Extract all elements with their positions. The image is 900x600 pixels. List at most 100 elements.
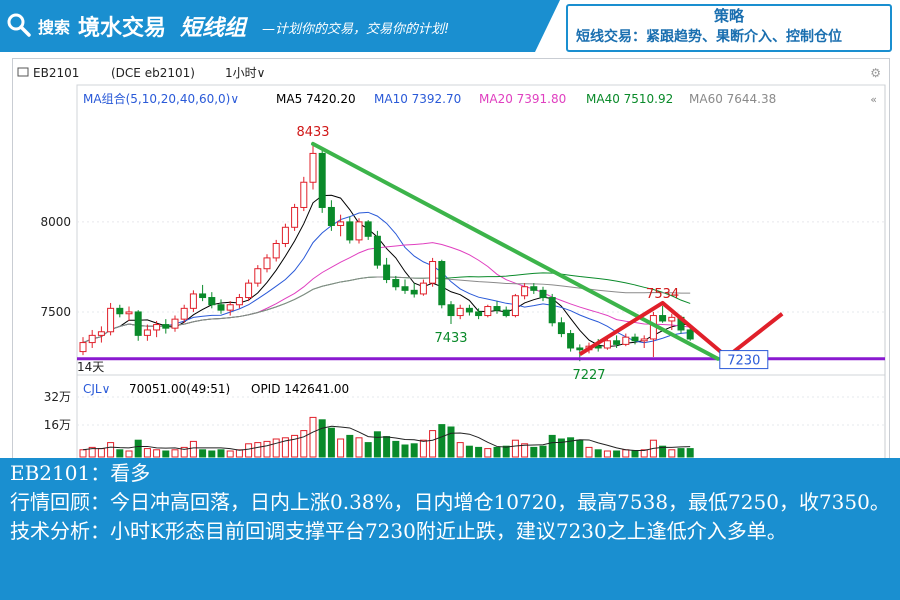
candle-body <box>254 268 262 284</box>
volume-bar <box>116 449 124 458</box>
ma60-legend: MA60 7644.38 <box>689 92 776 106</box>
volume-bar <box>677 448 685 458</box>
volume-bar <box>622 449 630 458</box>
candle-body <box>686 329 694 340</box>
candle-body <box>613 340 621 345</box>
volume-bar <box>291 434 299 458</box>
volume-bar <box>548 434 556 458</box>
volume-bar <box>392 440 400 458</box>
volume-bar <box>613 450 621 458</box>
volume-ma-line <box>82 425 691 452</box>
header-bar: 搜索 境水交易 短线组 —计划你的交易，交易你的计划! 策略 短线交易：紧跟趋势… <box>0 0 900 52</box>
candle-body <box>337 221 345 226</box>
ma20-legend: MA20 7391.80 <box>479 92 566 106</box>
volume-tick-label: 32万 <box>44 390 71 404</box>
volume-bar <box>603 450 611 458</box>
volume-panel <box>76 374 886 459</box>
ma10-legend: MA10 7392.70 <box>374 92 461 106</box>
candle-body <box>447 304 455 317</box>
candle-body <box>180 307 188 320</box>
volume-bar <box>337 438 345 458</box>
candle-body <box>383 264 391 281</box>
candle-body <box>346 221 354 241</box>
candlestick-chart: EB2101 (DCE eb2101) 1小时∨ ⚙ MA组合(5,10,20,… <box>17 66 886 459</box>
volume-bar <box>640 449 648 458</box>
volume-bar <box>281 437 289 458</box>
volume-bar <box>401 444 409 458</box>
volume-bar <box>383 436 391 458</box>
candle-body <box>235 297 243 306</box>
brand-slogan: —计划你的交易，交易你的计划! <box>262 22 450 37</box>
volume-bar <box>226 450 234 458</box>
volume-bar <box>107 442 115 458</box>
search-logo-icon <box>7 13 31 37</box>
candle-body <box>116 307 124 315</box>
volume-bar <box>143 448 151 458</box>
volume-bar <box>419 439 427 458</box>
candle-body <box>373 235 381 266</box>
volume-bar <box>493 446 501 458</box>
candle-body <box>622 336 630 345</box>
volume-bar <box>153 449 161 458</box>
candle-body <box>511 295 519 317</box>
symbol-label: EB2101 <box>33 66 79 80</box>
volume-bar <box>539 445 547 458</box>
candle-body <box>429 261 437 284</box>
volume-bar <box>502 445 510 458</box>
market-review: 行情回顾：今日冲高回落，日内上涨0.38%，日内增仓10720，最高7538，最… <box>10 490 890 514</box>
brand-team-name: 短线组 <box>180 15 247 41</box>
strategy-box: 策略 短线交易：紧跟趋势、果断介入、控制仓位 <box>566 4 892 52</box>
candle-body <box>217 304 225 311</box>
analysis-title: EB2101：看多 <box>10 461 151 485</box>
volume-bar <box>438 424 446 458</box>
ma5-legend: MA5 7420.20 <box>276 92 356 106</box>
brand-banner <box>0 0 560 52</box>
volume-bar <box>217 449 225 458</box>
analysis-box: EB2101：看多 行情回顾：今日冲高回落，日内上涨0.38%，日内增仓1072… <box>0 458 900 600</box>
candle-body <box>125 311 133 315</box>
volume-bar <box>245 443 253 458</box>
candle-body <box>521 286 529 297</box>
volume-bar <box>235 449 243 458</box>
volume-bar <box>180 446 188 458</box>
candle-body <box>548 297 556 324</box>
ma-group-selector[interactable]: MA组合(5,10,20,40,60,0)∨ <box>83 91 239 106</box>
price-panel <box>76 84 886 376</box>
candle-body <box>401 286 409 291</box>
volume-bar <box>373 431 381 458</box>
candle-body <box>392 279 400 288</box>
legend-expand-icon[interactable]: « <box>870 93 877 106</box>
volume-bar <box>318 419 326 458</box>
volume-bar <box>530 446 538 458</box>
candle-body <box>576 347 584 351</box>
candle-body <box>281 226 289 244</box>
candle-body <box>300 181 308 208</box>
candle-body <box>668 316 676 322</box>
volume-tick-label: 16万 <box>44 418 71 432</box>
volume-bar <box>659 445 667 458</box>
candle-body <box>208 297 216 306</box>
candle-body <box>355 221 363 241</box>
candle-body <box>134 311 142 336</box>
volume-bar <box>521 443 529 458</box>
volume-bar <box>456 442 464 458</box>
price-tag-label: 7230 <box>727 354 760 369</box>
candle-body <box>456 307 464 317</box>
period-selector[interactable]: 1小时∨ <box>225 66 265 80</box>
settings-icon[interactable]: ⚙ <box>870 66 881 80</box>
candle-body <box>631 336 639 342</box>
price-annotation: 7433 <box>434 331 467 346</box>
chart-menu-icon[interactable] <box>17 67 29 77</box>
candle-body <box>199 293 207 299</box>
volume-bar <box>585 446 593 458</box>
volume-bar <box>576 439 584 458</box>
strategy-text: 短线交易：紧跟趋势、果断介入、控制仓位 <box>576 29 842 45</box>
candle-body <box>272 242 280 259</box>
volume-bar <box>346 434 354 458</box>
candle-body <box>364 221 372 237</box>
volume-bar <box>254 442 262 458</box>
candle-body <box>153 324 161 331</box>
candle-body <box>79 342 87 353</box>
candle-body <box>465 307 473 313</box>
volume-indicator-selector[interactable]: CJL∨ <box>83 382 110 396</box>
